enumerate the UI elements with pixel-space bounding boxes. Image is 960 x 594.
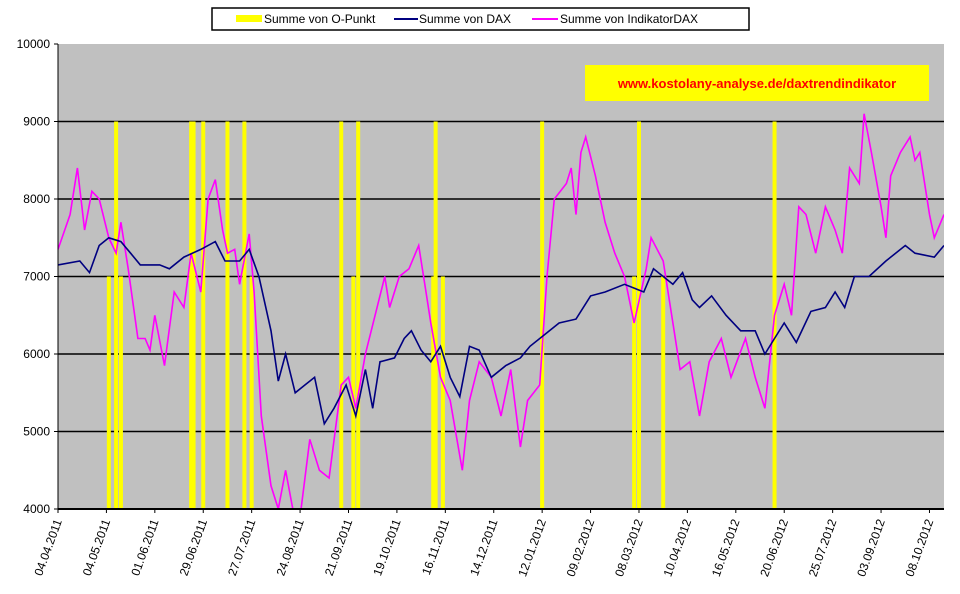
x-tick-label: 16.11.2011 (419, 517, 452, 577)
o-punkt-bar (440, 276, 445, 509)
legend-dax: Summe von DAX (419, 12, 511, 26)
y-tick-label: 5000 (23, 425, 50, 439)
x-tick-label: 03.09.2012 (854, 517, 888, 579)
o-punkt-bar (249, 276, 254, 509)
legend-swatch-o-punkt (236, 15, 262, 22)
o-punkt-bar (191, 121, 196, 509)
y-tick-label: 4000 (23, 502, 50, 516)
o-punkt-bar (351, 276, 356, 509)
x-tick-label: 14.12.2011 (467, 517, 501, 578)
o-punkt-bar (225, 121, 230, 509)
x-tick-label: 27.07.2011 (225, 517, 259, 578)
y-tick-label: 10000 (17, 37, 51, 51)
o-punkt-bar (114, 121, 119, 509)
x-tick-label: 12.01.2012 (515, 517, 549, 579)
y-tick-label: 7000 (23, 270, 50, 284)
o-punkt-bar (189, 121, 194, 509)
o-punkt-bar (632, 276, 637, 509)
dax-line (58, 236, 944, 426)
legend-o-punkt: Summe von O-Punkt (264, 12, 376, 26)
x-tick-label: 16.05.2012 (709, 517, 743, 579)
o-punkt-bar (118, 276, 123, 509)
o-punkt-bar (636, 121, 641, 509)
o-punkt-bar (540, 121, 545, 509)
x-tick-label: 19.10.2011 (370, 517, 404, 578)
x-tick-label: 01.06.2011 (128, 517, 162, 578)
annotation-url: www.kostolany-analyse.de/daxtrendindikat… (617, 76, 896, 91)
x-tick-label: 21.09.2011 (322, 517, 356, 578)
y-tick-label: 9000 (23, 115, 50, 129)
o-punkt-bar (431, 276, 436, 509)
o-punkt-bar (356, 121, 361, 509)
x-tick-label: 10.04.2012 (661, 517, 695, 579)
y-tick-label: 8000 (23, 192, 50, 206)
x-tick-label: 04.04.2011 (31, 517, 65, 578)
x-tick-label: 20.06.2012 (757, 517, 791, 579)
x-tick-label: 04.05.2011 (80, 517, 114, 578)
o-punkt-bar (339, 121, 344, 509)
o-punkt-bar (201, 121, 206, 509)
legend-indikator: Summe von IndikatorDAX (560, 12, 698, 26)
o-punkt-bar (433, 121, 438, 509)
legend: Summe von O-Punkt Summe von DAX Summe vo… (211, 7, 750, 31)
x-tick-label: 25.07.2012 (806, 517, 840, 579)
x-tick-label: 09.02.2012 (564, 517, 598, 579)
o-punkt-bar (106, 276, 111, 509)
annotation-box (585, 65, 929, 101)
y-tick-label: 6000 (23, 347, 50, 361)
x-tick-label: 08.03.2012 (612, 517, 646, 579)
x-tick-label: 29.06.2011 (177, 517, 211, 578)
o-punkt-bar (661, 276, 666, 509)
x-tick-label: 08.10.2012 (903, 517, 937, 579)
o-punkt-bar (242, 121, 247, 509)
x-tick-label: 24.08.2011 (274, 517, 308, 578)
